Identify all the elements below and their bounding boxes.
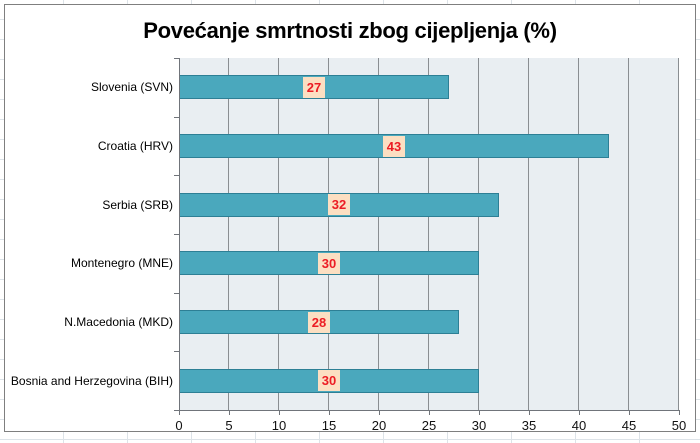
category-tick-4 [174,292,179,294]
category-tick-3 [174,234,179,235]
category-label-2: Serbia (SRB) [102,197,173,212]
category-tick-end [174,410,179,411]
category-label-5: Bosnia and Herzegovina (BIH) [10,373,173,388]
category-label-4: N.Macedonia (MKD) [64,315,173,329]
x-axis-label-20: 20 [371,418,387,433]
gridline-25 [428,58,429,410]
chart-area: Povećanje smrtnosti zbog cijepljenja (%)… [4,4,696,433]
category-label-0: Slovenia (SVN) [90,80,173,95]
gridline-50 [678,58,679,410]
x-axis-label-5: 5 [225,418,233,433]
x-tick-20 [379,410,380,415]
x-tick-5 [229,410,230,415]
x-axis-label-50: 50 [671,418,687,433]
category-axis-line [179,58,180,410]
x-axis-label-10: 10 [271,418,287,433]
x-axis-label-45: 45 [621,418,637,433]
plot-area: 27 43 32 30 28 30 [179,58,679,410]
x-axis-label-40: 40 [571,418,587,433]
gridline-45 [628,58,629,410]
x-tick-25 [429,410,430,415]
bar-value-label-1: 43 [383,135,405,157]
bar-value-label-5: 30 [318,370,340,392]
category-tick-5 [174,351,179,353]
gridline-15 [328,58,329,410]
category-label-3: Montenegro (MNE) [70,256,173,271]
gridline-35 [528,58,529,410]
x-tick-10 [279,410,280,415]
bar-value-label-3: 30 [318,252,340,274]
x-axis-label-35: 35 [521,418,537,433]
x-tick-0 [179,410,180,415]
gridline-30 [478,58,479,410]
x-tick-45 [629,410,630,415]
x-axis-label-15: 15 [321,418,337,433]
gridline-40 [578,58,579,410]
category-tick-1 [174,116,179,118]
bar-value-label-0: 27 [303,76,325,98]
category-label-1: Croatia (HRV) [97,139,173,153]
gridline-20 [378,58,379,410]
x-axis-label-30: 30 [471,418,487,433]
x-axis-label-25: 25 [421,418,437,433]
chart-title: Povećanje smrtnosti zbog cijepljenja (%) [143,18,557,43]
x-axis-label-0: 0 [175,418,183,433]
x-tick-40 [579,410,580,415]
gridline-10 [278,58,279,410]
x-tick-15 [329,410,330,415]
x-tick-50 [679,410,680,415]
x-tick-30 [479,410,480,415]
gridline-5 [228,58,229,410]
x-tick-35 [529,410,530,415]
category-tick-0 [174,58,179,59]
category-tick-2 [174,175,179,177]
bar-value-label-2: 32 [328,194,350,216]
bar-value-label-4: 28 [308,311,330,333]
